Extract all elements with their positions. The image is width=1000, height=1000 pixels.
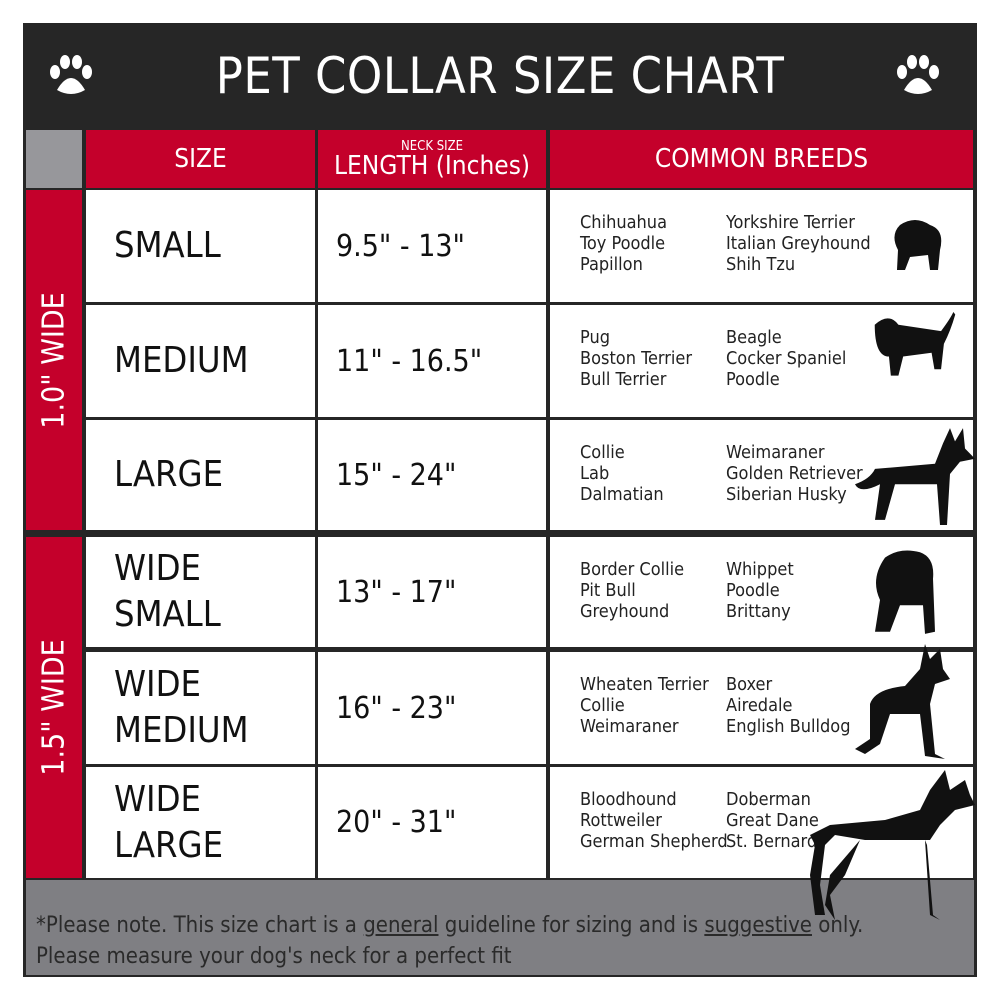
breed-item: St. Bernard	[726, 831, 818, 852]
breed-item: Border Collie	[580, 559, 685, 580]
breed-item: Pug	[580, 327, 610, 348]
footer-line-1: *Please note. This size chart is a gener…	[36, 913, 864, 938]
size-label: MEDIUM	[114, 710, 249, 751]
size-label: MEDIUM	[114, 340, 249, 381]
breed-item: Airedale	[726, 695, 793, 716]
breed-item: Collie	[580, 442, 625, 463]
group-label-1-5in: 1.5" WIDE	[26, 537, 82, 878]
header-breeds-label: COMMON BREEDS	[654, 144, 869, 174]
size-label: SMALL	[114, 594, 221, 635]
breed-item: Great Dane	[726, 810, 819, 831]
breed-item: Rottweiler	[580, 810, 662, 831]
size-cell: LARGE	[86, 420, 315, 530]
breed-item: Brittany	[726, 601, 791, 622]
breed-item: Boston Terrier	[580, 348, 693, 369]
corner-cell	[26, 130, 82, 188]
breed-item: Beagle	[726, 327, 782, 348]
header-length: NECK SIZE LENGTH (Inches)	[318, 130, 546, 188]
header-size-label: SIZE	[174, 144, 227, 174]
breed-item: Siberian Husky	[726, 484, 847, 505]
breeds-cell: Chihuahua Toy Poodle Papillon Yorkshire Te…	[550, 190, 973, 302]
group-label-text: 1.0" WIDE	[36, 291, 72, 429]
size-label: WIDE	[114, 548, 201, 589]
dog-silhouette-icon	[874, 312, 956, 376]
header-breeds: COMMON BREEDS	[550, 130, 973, 188]
size-cell: WIDE SMALL	[86, 537, 315, 647]
breed-item: Lab	[580, 463, 610, 484]
breed-item: Weimaraner	[580, 716, 679, 737]
breed-item: Yorkshire Terrier	[726, 212, 855, 233]
dog-silhouette-icon	[855, 428, 975, 525]
dog-silhouette-icon	[855, 644, 950, 759]
paw-icon	[897, 55, 939, 94]
doberman-silhouette-icon	[810, 770, 975, 920]
breed-item: Greyhound	[580, 601, 670, 622]
breed-item: Cocker Spaniel	[726, 348, 847, 369]
header-neck-size: NECK SIZE	[401, 138, 463, 154]
breed-item: German Shepherd	[580, 831, 728, 852]
length-value: 9.5" - 13"	[336, 228, 465, 264]
length-value: 13" - 17"	[336, 574, 457, 610]
breed-item: Doberman	[726, 789, 811, 810]
breed-item: Poodle	[726, 580, 780, 601]
breed-item: Poodle	[726, 369, 780, 390]
length-value: 15" - 24"	[336, 457, 457, 493]
length-cell: 11" - 16.5"	[318, 305, 546, 417]
breeds-cell: Pug Boston Terrier Bull Terrier Beagle Cock…	[550, 305, 973, 417]
length-value: 16" - 23"	[336, 690, 457, 726]
group-label-1in: 1.0" WIDE	[26, 190, 82, 530]
length-cell: 20" - 31"	[318, 767, 546, 878]
length-cell: 15" - 24"	[318, 420, 546, 530]
size-label: WIDE	[114, 664, 201, 705]
breed-item: Papillon	[580, 254, 643, 275]
breed-item: Golden Retriever	[726, 463, 863, 484]
breed-item: Pit Bull	[580, 580, 636, 601]
length-cell: 13" - 17"	[318, 537, 546, 647]
breed-item: Shih Tzu	[726, 254, 796, 275]
size-cell: WIDE LARGE	[86, 767, 315, 878]
group-label-text: 1.5" WIDE	[36, 639, 72, 776]
header-length-label: LENGTH (Inches)	[333, 150, 531, 181]
breed-item: Weimaraner	[726, 442, 825, 463]
breed-item: English Bulldog	[726, 716, 851, 737]
header-size: SIZE	[86, 130, 315, 188]
size-cell: WIDE MEDIUM	[86, 652, 315, 764]
length-cell: 16" - 23"	[318, 652, 546, 764]
breed-item: Chihuahua	[580, 212, 667, 233]
size-label: LARGE	[114, 454, 224, 495]
footer-line-2: Please measure your dog's neck for a per…	[36, 944, 512, 969]
size-cell: SMALL	[86, 190, 315, 302]
length-value: 11" - 16.5"	[336, 343, 483, 379]
breed-item: Wheaten Terrier	[580, 674, 709, 695]
breed-item: Collie	[580, 695, 625, 716]
breed-item: Italian Greyhound	[726, 233, 871, 254]
breed-item: Toy Poodle	[580, 233, 666, 254]
size-label: SMALL	[114, 225, 221, 266]
dog-silhouette-icon	[875, 550, 935, 634]
dog-silhouette-icon	[894, 220, 942, 270]
length-cell: 9.5" - 13"	[318, 190, 546, 302]
page-title: PET COLLAR SIZE CHART	[215, 46, 785, 105]
size-label: WIDE	[114, 778, 201, 820]
breed-item: Whippet	[726, 559, 794, 580]
breed-item: Bloodhound	[580, 789, 677, 810]
breed-item: Dalmatian	[580, 484, 664, 505]
breed-item: Bull Terrier	[580, 369, 667, 390]
size-cell: MEDIUM	[86, 305, 315, 417]
length-value: 20" - 31"	[336, 805, 457, 840]
paw-icon	[50, 55, 92, 94]
size-label: LARGE	[114, 824, 224, 866]
breed-item: Boxer	[726, 674, 773, 695]
